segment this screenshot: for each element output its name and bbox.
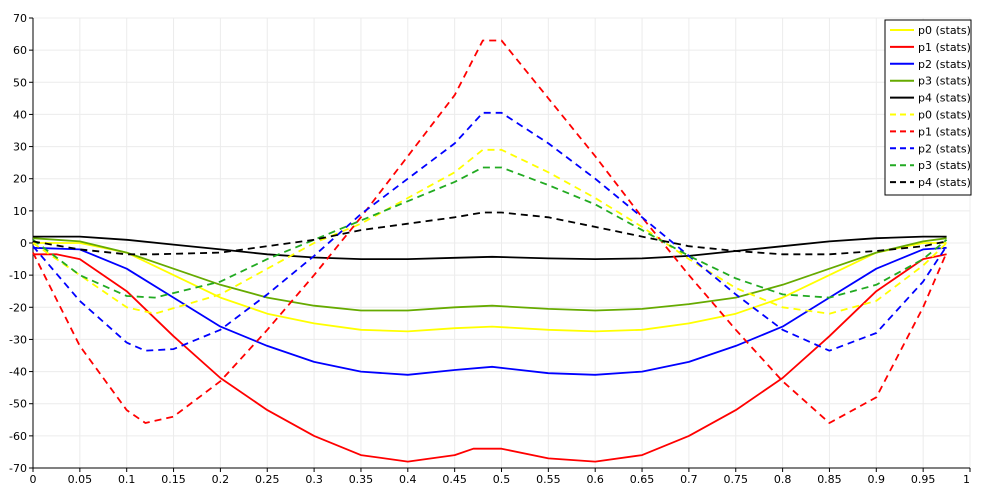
x-tick-label: 0.45 [442,473,467,486]
series-line-p1-solid [33,253,947,463]
series-line-p2-solid [32,246,947,376]
y-tick-label: 20 [13,173,27,186]
x-tick-label: 0.55 [536,473,561,486]
legend-label: p4 (stats) [918,92,971,105]
y-tick-label: -40 [9,366,27,379]
y-tick-label: -60 [9,430,27,443]
series-line-p2-dashed [32,111,948,352]
legend-label: p1 (stats) [918,41,971,54]
x-tick-label: 0.15 [161,473,186,486]
x-tick-label: 0.4 [399,473,417,486]
y-tick-label: 50 [13,76,27,89]
y-tick-label: -20 [9,301,27,314]
x-tick-label: 0.6 [586,473,604,486]
legend-label: p3 (stats) [918,159,971,172]
legend-label: p0 (stats) [918,24,971,37]
legend-label: p1 (stats) [918,125,971,138]
x-tick-label: 0.35 [349,473,374,486]
y-tick-label: -30 [9,333,27,346]
x-tick-label: 0.05 [68,473,93,486]
series-line-p4-solid [33,235,947,260]
legend-label: p4 (stats) [918,176,971,189]
series-line-p0-dashed [32,148,948,315]
series-line-p4-dashed [32,211,947,256]
y-tick-label: 40 [13,108,27,121]
x-tick-label: 0.2 [212,473,230,486]
y-tick-label: -70 [9,462,27,475]
x-tick-label: 0.7 [680,473,698,486]
x-axis-tick-labels: 0 0.05 0.1 0.15 0.2 0.25 0.3 0.35 0.4 0.45 0.5 0.55… [30,473,971,486]
legend-label: p2 (stats) [918,142,971,155]
x-tick-label: 0.85 [817,473,842,486]
y-tick-label: 0 [20,237,27,250]
legend-box [884,19,972,196]
y-tick-label: 10 [13,205,27,218]
x-tick-label: 0.75 [724,473,749,486]
series-line-p3-dashed [32,166,948,299]
x-tick-label: 0.1 [118,473,136,486]
x-tick-label: 0.65 [630,473,655,486]
series-line-p1-dashed [32,39,948,424]
x-tick-label: 1 [963,473,970,486]
x-tick-label: 0.25 [255,473,280,486]
y-tick-label: -10 [9,269,27,282]
series-lines [32,39,948,463]
x-tick-label: 0.8 [774,473,792,486]
y-tick-label: 60 [13,44,27,57]
y-tick-label: -50 [9,398,27,411]
grid [32,17,971,469]
x-tick-label: 0.5 [493,473,511,486]
legend-label: p2 (stats) [918,58,971,71]
legend-label: p0 (stats) [918,109,971,122]
legend-label: p3 (stats) [918,75,971,88]
x-tick-label: 0.9 [868,473,886,486]
x-tick-label: 0 [30,473,37,486]
series-line-p0-solid [33,242,947,333]
legend: p0 (stats) p1 (stats) p2 (stats) p3 (stats)… [884,19,972,196]
x-tick-label: 0.3 [305,473,323,486]
series-line-p3-solid [32,237,947,312]
y-tick-label: 30 [13,141,27,154]
y-axis-tick-labels: -70 -60 -50 -40 -30 -20 -10 0 10 20 30 40 50 60 70 [9,12,27,475]
x-tick-label: 0.95 [911,473,936,486]
y-tick-label: 70 [13,12,27,25]
